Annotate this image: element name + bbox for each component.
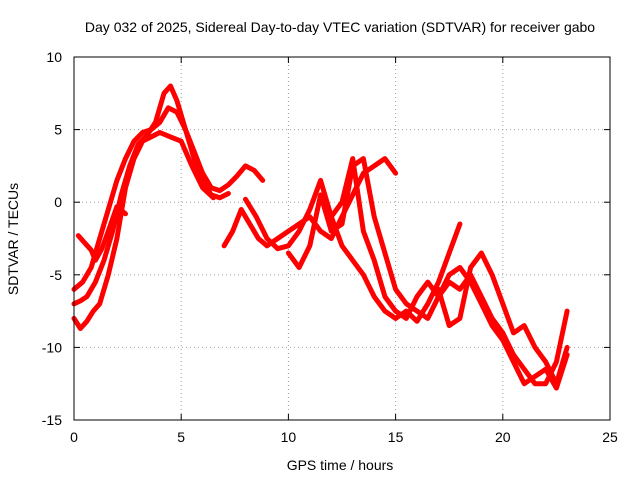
chart-title: Day 032 of 2025, Sidereal Day-to-day VTE… xyxy=(85,19,595,35)
y-axis-label: SDTVAR / TECUs xyxy=(5,183,21,295)
series-line-day-6 xyxy=(243,177,463,324)
y-tick-label: -15 xyxy=(42,412,62,428)
grid xyxy=(74,57,610,420)
y-tick-label: 5 xyxy=(54,122,62,138)
x-axis-label: GPS time / hours xyxy=(287,457,394,473)
series-line-day-2 xyxy=(71,83,231,307)
series-line-day-8 xyxy=(328,156,570,391)
x-tick-label: 5 xyxy=(177,429,185,445)
ticks: 0 5 10 15 20 25 -15 -10 -5 0 5 10 xyxy=(42,49,618,445)
series-line-day-3 xyxy=(71,130,216,331)
plot-border xyxy=(73,56,611,421)
x-tick-label: 10 xyxy=(281,429,297,445)
series-line-day-4 xyxy=(75,204,128,263)
series-line-day-7 xyxy=(285,156,570,387)
x-tick-label: 0 xyxy=(70,429,78,445)
y-tick-label: 0 xyxy=(54,194,62,210)
y-tick-label: -5 xyxy=(50,267,63,283)
x-tick-label: 20 xyxy=(495,429,511,445)
series-layer xyxy=(71,83,570,391)
series-line-day-9 xyxy=(436,250,570,387)
x-tick-label: 25 xyxy=(602,429,618,445)
y-tick-label: -10 xyxy=(42,339,62,355)
y-tick-label: 10 xyxy=(46,49,62,65)
series-line-day-1 xyxy=(71,105,266,292)
x-tick-label: 15 xyxy=(388,429,404,445)
